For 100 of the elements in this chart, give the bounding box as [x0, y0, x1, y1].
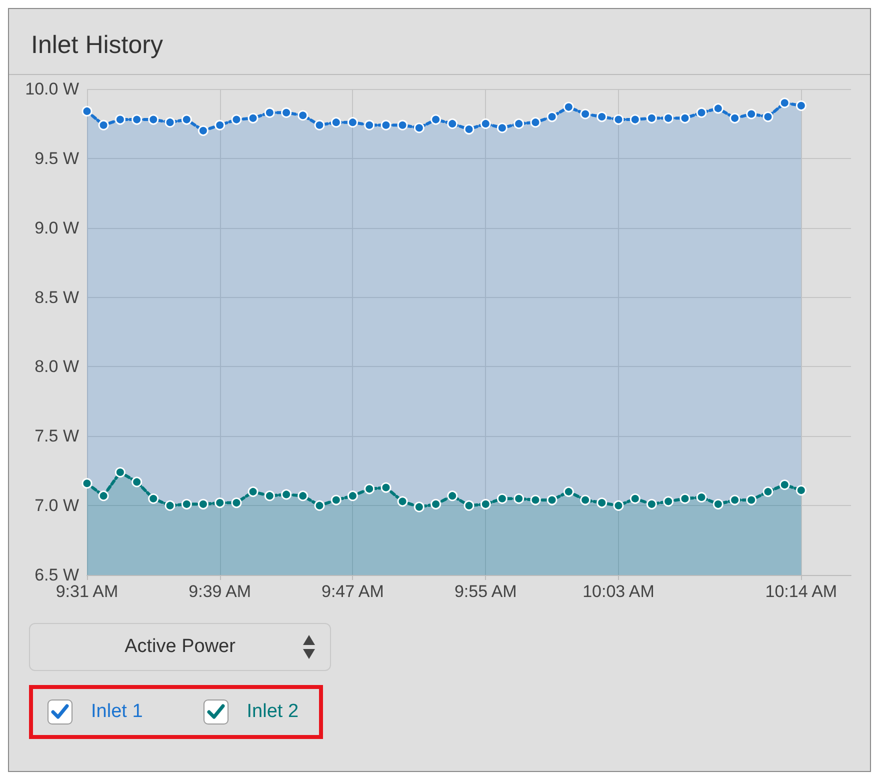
point: [181, 114, 192, 125]
point: [796, 100, 806, 111]
point: [464, 500, 474, 511]
point: [347, 117, 358, 128]
point: [630, 114, 640, 125]
point: [530, 494, 541, 506]
point: [281, 489, 292, 500]
point: [380, 482, 392, 493]
point: [496, 122, 508, 134]
point: [314, 120, 325, 130]
point: [480, 498, 491, 510]
point: [364, 120, 375, 130]
point: [347, 490, 358, 502]
y-tick-label: 7.5 W: [34, 426, 79, 446]
x-tick-label: 9:39 AM: [188, 582, 252, 601]
point: [181, 498, 192, 510]
point: [580, 494, 591, 506]
point: [646, 112, 657, 124]
point: [198, 125, 208, 136]
point: [546, 494, 558, 506]
point: [480, 118, 491, 129]
point: [546, 112, 558, 122]
legend-label: Inlet 1: [91, 701, 143, 723]
y-tick-label: 8.5 W: [34, 288, 79, 307]
point: [596, 112, 608, 122]
point: [762, 486, 774, 497]
point: [364, 484, 375, 494]
chart-title: Inlet History: [9, 9, 870, 75]
point: [663, 496, 674, 507]
point: [796, 485, 806, 496]
point: [214, 120, 226, 130]
y-tick-label: 7.0 W: [34, 496, 79, 516]
point: [712, 498, 724, 510]
point: [696, 107, 707, 118]
point: [414, 122, 424, 134]
point: [298, 110, 308, 121]
point: [696, 492, 707, 502]
point: [164, 500, 176, 511]
point: [680, 493, 690, 504]
x-tick-label: 9:47 AM: [322, 582, 384, 601]
y-tick-label: 10.0 W: [25, 80, 79, 98]
x-tick-label: 10:03 AM: [582, 582, 654, 601]
point: [231, 498, 242, 508]
point: [779, 479, 790, 490]
point: [82, 478, 92, 489]
y-tick-label: 9.5 W: [34, 148, 79, 168]
point: [646, 498, 657, 510]
point: [613, 114, 624, 125]
point: [397, 496, 408, 507]
point: [596, 498, 608, 508]
point: [82, 106, 92, 116]
point: [414, 502, 424, 512]
point: [680, 112, 690, 124]
point: [730, 494, 740, 506]
point: [198, 498, 208, 510]
point: [447, 118, 458, 129]
x-tick-label: 9:31 AM: [56, 582, 118, 601]
point: [231, 114, 242, 125]
point: [613, 500, 624, 511]
point: [496, 493, 508, 504]
point: [397, 120, 408, 130]
point: [464, 124, 474, 135]
point: [380, 120, 392, 130]
point: [630, 493, 640, 504]
point: [514, 118, 524, 129]
point: [98, 120, 109, 130]
point: [298, 490, 308, 502]
point: [314, 500, 325, 511]
x-tick-label: 9:55 AM: [454, 582, 517, 601]
point: [663, 112, 674, 124]
point: [580, 108, 591, 120]
point: [563, 102, 574, 112]
point: [114, 467, 126, 478]
y-tick-label: 8.0 W: [34, 357, 79, 376]
point: [148, 493, 159, 504]
point: [114, 114, 126, 125]
point: [330, 494, 342, 506]
point: [248, 112, 258, 124]
point: [164, 117, 176, 128]
point: [430, 114, 442, 125]
point: [264, 490, 275, 502]
point: [264, 107, 275, 118]
text: Active Power: [124, 636, 236, 658]
point: [514, 493, 524, 504]
point: [430, 498, 442, 510]
point: [281, 107, 292, 118]
point: [530, 117, 541, 128]
point: [762, 112, 774, 122]
point: [214, 498, 226, 508]
x-tick-label: 10:14 AM: [765, 582, 838, 601]
legend-label: Inlet 2: [246, 701, 299, 723]
point: [746, 494, 757, 506]
point: [98, 490, 109, 502]
point: [148, 114, 159, 125]
point: [779, 98, 790, 108]
y-tick-label: 6.5 W: [34, 566, 79, 584]
point: [132, 476, 142, 488]
y-tick-label: 9.0 W: [34, 218, 79, 238]
point: [330, 117, 342, 128]
point: [712, 103, 724, 114]
